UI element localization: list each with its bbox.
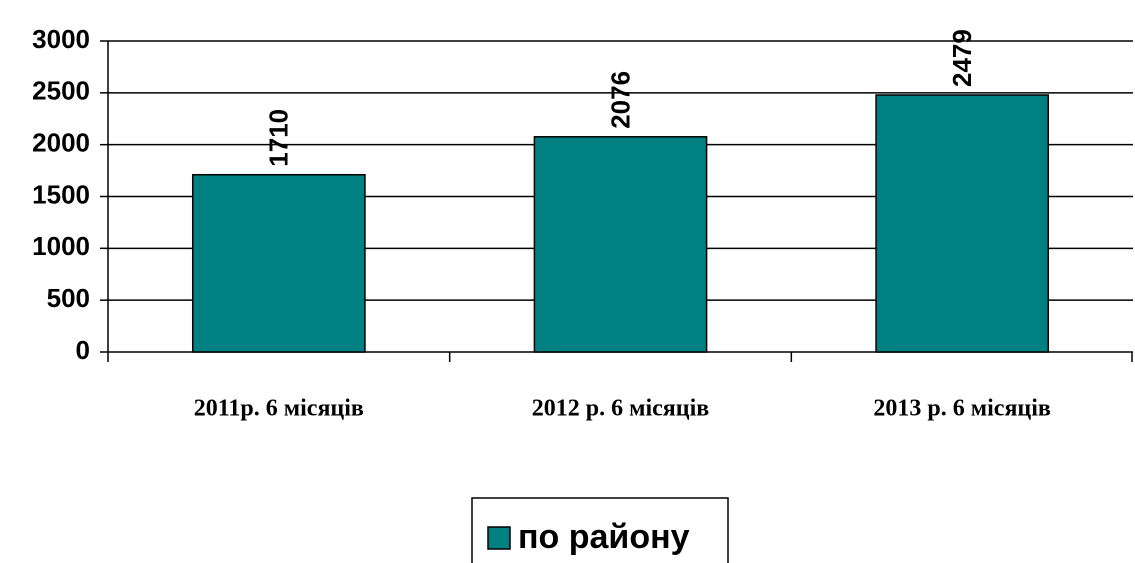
y-tick-label: 0 xyxy=(76,335,90,365)
y-tick-label: 500 xyxy=(47,283,90,313)
x-tick-label: 2012 р. 6 місяців xyxy=(532,396,709,422)
legend-swatch xyxy=(487,526,511,550)
x-tick-label: 2013 р. 6 місяців xyxy=(873,396,1050,422)
bar xyxy=(191,173,366,353)
y-tick-label: 1000 xyxy=(32,231,90,261)
value-label: 2479 xyxy=(947,29,977,87)
x-tick-label: 2011р. 6 місяців xyxy=(194,396,364,422)
y-tick-label: 2000 xyxy=(32,128,90,158)
legend-label: по району xyxy=(518,518,690,556)
bar xyxy=(875,94,1050,353)
legend-box xyxy=(471,497,729,563)
y-tick-label: 2500 xyxy=(32,76,90,106)
value-label: 1710 xyxy=(264,109,294,167)
bar xyxy=(533,136,708,353)
y-tick-label: 3000 xyxy=(32,24,90,54)
y-tick-label: 1500 xyxy=(32,179,90,209)
value-label: 2076 xyxy=(605,71,635,129)
